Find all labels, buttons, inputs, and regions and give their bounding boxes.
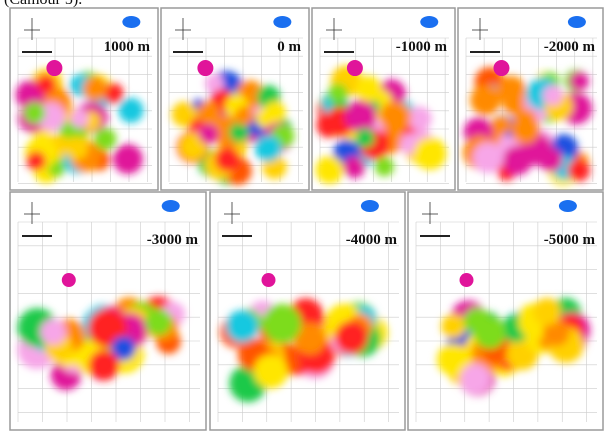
map-panel: -1000 m bbox=[312, 8, 455, 190]
map-panel: 0 m bbox=[161, 8, 309, 190]
anomaly-cell bbox=[375, 157, 394, 176]
anomaly-cell bbox=[543, 85, 563, 105]
anomaly-cell bbox=[88, 350, 119, 381]
anomaly-cell bbox=[356, 76, 382, 102]
anomaly-cell bbox=[229, 122, 249, 142]
anomaly-cell bbox=[24, 102, 46, 124]
blue-patch bbox=[122, 16, 140, 28]
blue-patch bbox=[273, 16, 291, 28]
isolated-anomaly bbox=[262, 273, 276, 287]
anomaly-cell bbox=[262, 304, 302, 344]
anomaly-cell bbox=[145, 308, 172, 335]
figure: (Camour 5). 1000 m 0 m -1000 m -2000 m -3000… bbox=[0, 0, 606, 432]
anomaly-cell bbox=[118, 98, 143, 123]
caption: (Camour 5). bbox=[4, 0, 82, 8]
anomaly-cell bbox=[343, 156, 365, 178]
depth-label: -2000 m bbox=[544, 39, 596, 55]
anomaly-cell bbox=[226, 310, 258, 342]
anomaly-cell bbox=[414, 137, 447, 170]
map-panel: -4000 m bbox=[210, 192, 405, 430]
depth-label: -1000 m bbox=[396, 39, 448, 55]
anomaly-cell bbox=[316, 156, 344, 184]
isolated-anomaly bbox=[46, 60, 62, 76]
anomaly-cell bbox=[70, 109, 88, 127]
blue-patch bbox=[361, 200, 379, 212]
map-panel: 1000 m bbox=[10, 8, 158, 190]
anomaly-cell bbox=[235, 106, 254, 125]
anomaly-cell bbox=[474, 317, 506, 349]
isolated-anomaly bbox=[347, 60, 363, 76]
anomaly-cell bbox=[36, 75, 55, 94]
map-panel: -3000 m bbox=[10, 192, 206, 430]
anomaly-cell bbox=[255, 135, 281, 161]
anomaly-cell bbox=[511, 115, 540, 144]
anomaly-cell bbox=[503, 146, 533, 176]
anomaly-cell bbox=[40, 319, 66, 345]
anomaly-cell bbox=[441, 314, 466, 339]
blue-patch bbox=[559, 200, 577, 212]
anomaly-cell bbox=[254, 354, 288, 388]
anomaly-cell bbox=[473, 142, 504, 173]
anomaly-cell bbox=[83, 76, 107, 100]
anomaly-cell bbox=[492, 115, 511, 134]
anomaly-cell bbox=[335, 321, 368, 354]
map-panel: -2000 m bbox=[458, 8, 603, 190]
anomaly-cell bbox=[497, 76, 526, 105]
anomaly-cell bbox=[569, 72, 589, 92]
blue-patch bbox=[568, 16, 586, 28]
anomaly-cell bbox=[344, 100, 376, 132]
depth-label: -5000 m bbox=[544, 232, 596, 248]
isolated-anomaly bbox=[197, 60, 213, 76]
depth-label: -4000 m bbox=[346, 232, 398, 248]
isolated-anomaly bbox=[494, 60, 510, 76]
blue-patch bbox=[162, 200, 180, 212]
anomaly-cell bbox=[380, 101, 411, 132]
anomaly-cell bbox=[215, 147, 240, 172]
anomaly-cell bbox=[113, 144, 143, 174]
anomaly-cell bbox=[355, 128, 374, 147]
anomaly-cell bbox=[460, 363, 491, 394]
anomaly-cell bbox=[408, 106, 432, 130]
depth-label: 0 m bbox=[277, 39, 301, 55]
anomaly-cell bbox=[568, 159, 590, 181]
anomaly-cell bbox=[470, 85, 501, 116]
depth-label: -3000 m bbox=[147, 232, 199, 248]
depth-label: 1000 m bbox=[104, 39, 151, 55]
map-panel: -5000 m bbox=[408, 192, 603, 430]
anomaly-cell bbox=[94, 128, 116, 150]
isolated-anomaly bbox=[460, 273, 474, 287]
anomaly-cell bbox=[65, 136, 88, 159]
anomaly-cell bbox=[199, 124, 219, 144]
anomaly-cell bbox=[328, 84, 348, 104]
anomaly-cell bbox=[264, 101, 286, 123]
blue-patch bbox=[420, 16, 438, 28]
anomaly-cell bbox=[26, 151, 45, 170]
isolated-anomaly bbox=[62, 273, 76, 287]
anomaly-cell bbox=[197, 101, 220, 124]
anomaly-cell bbox=[533, 298, 561, 326]
